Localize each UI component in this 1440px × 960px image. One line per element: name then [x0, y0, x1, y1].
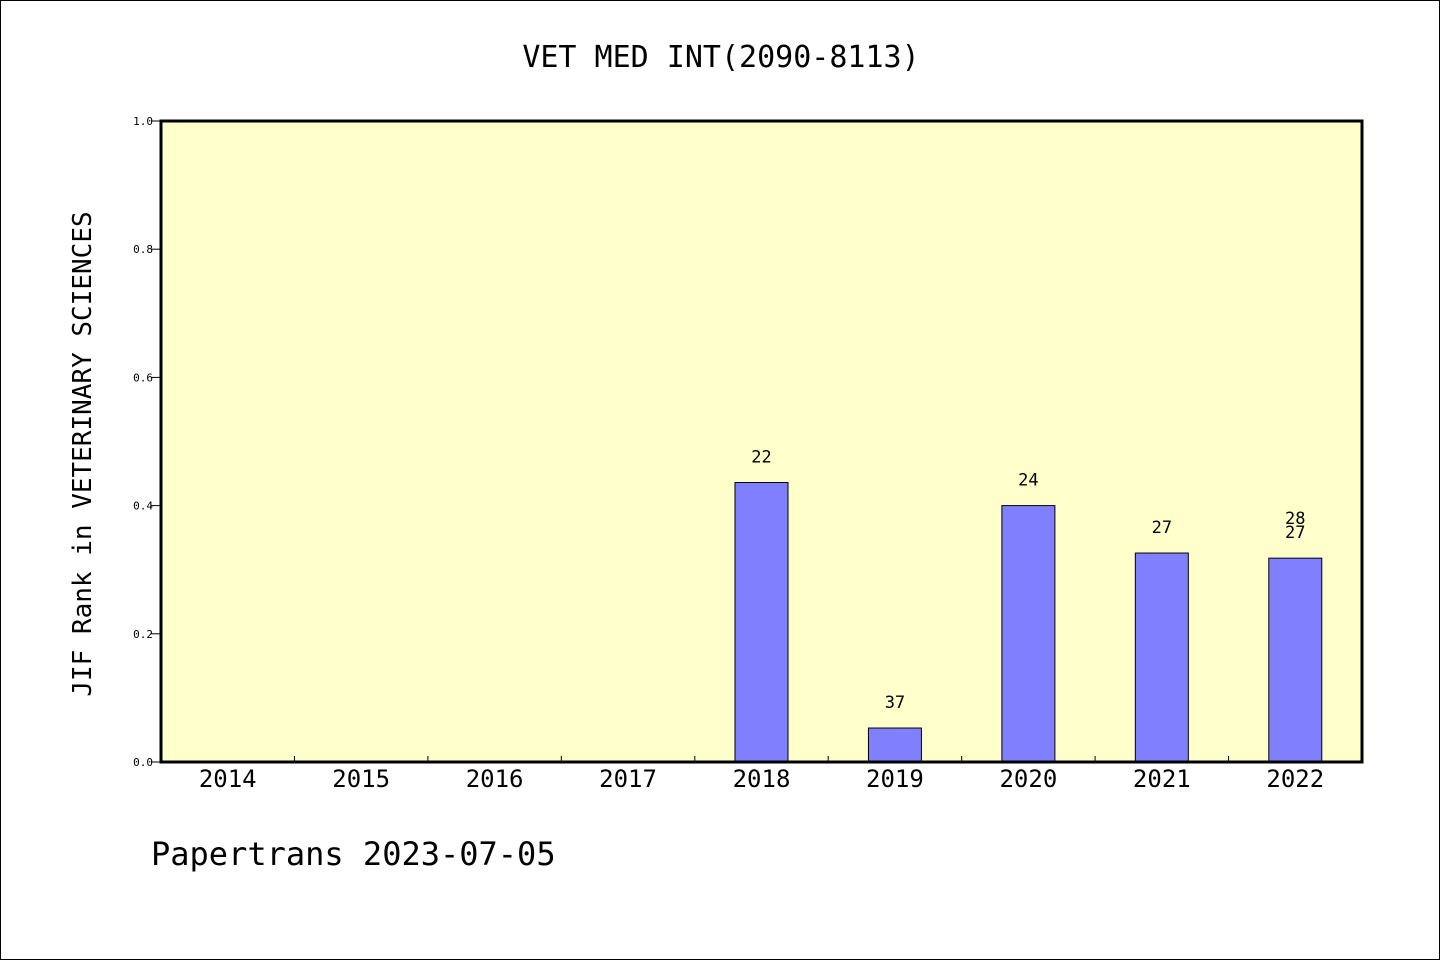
- footer-credit: Papertrans 2023-07-05: [151, 835, 556, 873]
- bar: [867, 727, 922, 763]
- bar: [1001, 505, 1056, 763]
- bar-data-label: 24: [1018, 471, 1038, 491]
- bar: [1134, 552, 1189, 763]
- y-axis-ticks: 0.0 0.2 0.4 0.6 0.8 1.0: [133, 115, 161, 769]
- plot-frame: [159, 119, 1364, 764]
- chart-title: VET MED INT(2090-8113): [522, 40, 919, 75]
- y-tick-label: 0.6: [133, 371, 153, 384]
- bar-data-label: 28: [1285, 509, 1305, 529]
- y-tick-label: 1.0: [133, 115, 153, 128]
- x-tick-label: 2020: [999, 765, 1057, 793]
- y-tick-label: 0.0: [133, 756, 153, 769]
- x-tick-label: 2019: [866, 765, 924, 793]
- bar: [1268, 557, 1323, 763]
- bar-data-label: 27: [1285, 523, 1305, 543]
- x-tick-label: 2016: [466, 765, 524, 793]
- y-axis-label: JIF Rank in VETERINARY SCIENCES: [68, 211, 98, 696]
- y-tick-label: 0.2: [133, 628, 153, 641]
- y-tick-label: 0.4: [133, 500, 153, 513]
- bar-data-label: 22: [751, 448, 771, 468]
- bars: [734, 482, 1323, 763]
- x-tick-label: 2022: [1266, 765, 1324, 793]
- bar: [734, 482, 789, 763]
- x-axis-ticks: 2014 2015 2016 2017 2018 2019 2020 2021 2022: [199, 756, 1324, 793]
- x-tick-label: 2018: [733, 765, 791, 793]
- bar-data-label: 27: [1152, 518, 1172, 538]
- x-tick-label: 2021: [1133, 765, 1191, 793]
- y-tick-label: 0.8: [133, 243, 153, 256]
- x-tick-label: 2014: [199, 765, 257, 793]
- bar-data-label: 37: [885, 693, 905, 713]
- x-tick-label: 2017: [599, 765, 657, 793]
- x-tick-label: 2015: [332, 765, 390, 793]
